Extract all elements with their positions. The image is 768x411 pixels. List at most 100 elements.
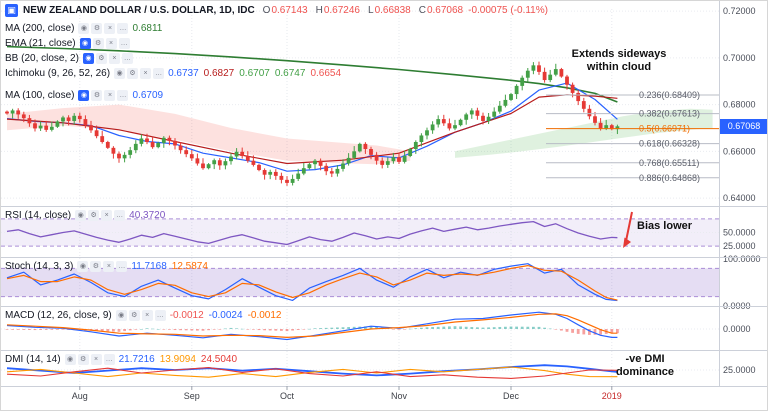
candle-body xyxy=(486,116,491,121)
indicator-value: 0.6811 xyxy=(132,23,163,34)
fib-level-label: 0.886(0.64868) xyxy=(639,173,700,183)
legend-ma-100[interactable]: MA (100, close) ◉ ⚙ × … 0.6709 xyxy=(5,88,341,103)
macd-hist-bar xyxy=(291,329,294,331)
minus-di-value: 24.5040 xyxy=(200,354,238,365)
more-icon[interactable]: … xyxy=(103,354,115,365)
candle-body xyxy=(324,165,329,172)
eye-icon[interactable]: ◉ xyxy=(82,53,94,64)
candle-body xyxy=(548,74,553,81)
gear-icon[interactable]: ⚙ xyxy=(90,261,102,272)
close-icon[interactable]: × xyxy=(140,68,152,79)
macd-hist-bar xyxy=(588,329,591,335)
candle-body xyxy=(609,125,614,130)
close-icon[interactable]: × xyxy=(104,23,116,34)
close-icon[interactable]: × xyxy=(101,210,113,221)
macd-hist-bar xyxy=(50,329,54,330)
candle-body xyxy=(537,65,541,72)
legend-bb-20[interactable]: BB (20, close, 2) ◉ ⚙ × … xyxy=(5,51,341,66)
gear-icon[interactable]: ⚙ xyxy=(88,210,100,221)
close-icon[interactable]: × xyxy=(141,310,153,321)
candle-body xyxy=(447,123,452,129)
eye-icon[interactable]: ◉ xyxy=(78,23,90,34)
more-icon[interactable]: … xyxy=(153,68,165,79)
candle-body xyxy=(475,110,480,116)
candle-body xyxy=(503,99,508,106)
time-axis-label[interactable]: Sep xyxy=(184,391,200,401)
more-icon[interactable]: … xyxy=(114,210,126,221)
candle-body xyxy=(128,150,133,155)
symbol-title[interactable]: NEW ZEALAND DOLLAR / U.S. DOLLAR, 1D, ID… xyxy=(23,5,255,16)
macd-hist-bar xyxy=(95,329,98,331)
eye-icon[interactable]: ◉ xyxy=(77,261,89,272)
macd-hist-bar xyxy=(190,329,194,331)
fib-level-label: 0.236(0.68409) xyxy=(639,90,700,100)
time-axis-label[interactable]: Oct xyxy=(280,391,295,401)
close-icon[interactable]: × xyxy=(105,38,117,49)
close-icon[interactable]: × xyxy=(104,90,116,101)
gear-icon[interactable]: ⚙ xyxy=(127,68,139,79)
candle-body xyxy=(184,150,189,155)
macd-hist-bar xyxy=(56,329,59,330)
macd-hist-bar xyxy=(257,329,261,331)
rsi-band xyxy=(1,218,719,247)
eye-icon[interactable]: ◉ xyxy=(75,210,87,221)
time-axis-label[interactable]: 2019 xyxy=(602,391,622,401)
time-axis-label[interactable]: Dec xyxy=(503,391,520,401)
price-axis-label: 50.0000 xyxy=(723,228,756,238)
more-icon[interactable]: … xyxy=(118,38,130,49)
more-icon[interactable]: … xyxy=(121,53,133,64)
legend-macd[interactable]: MACD (12, 26, close, 9) ◉ ⚙ × … -0.0012 … xyxy=(5,310,281,321)
gear-icon[interactable]: ⚙ xyxy=(91,23,103,34)
candle-body xyxy=(229,156,233,162)
gear-icon[interactable]: ⚙ xyxy=(128,310,140,321)
more-icon[interactable]: … xyxy=(154,310,166,321)
more-icon[interactable]: … xyxy=(117,90,129,101)
macd-hist-bar xyxy=(229,327,233,329)
eye-icon[interactable]: ◉ xyxy=(114,68,126,79)
ma-200-line xyxy=(6,45,618,103)
candle-body xyxy=(481,115,485,121)
macd-hist-bar xyxy=(128,329,132,331)
legend-ma-200[interactable]: MA (200, close) ◉ ⚙ × … 0.6811 xyxy=(5,21,341,36)
legend-ema-21[interactable]: EMA (21, close) ◉ ⚙ × … xyxy=(5,36,341,51)
macd-hist-bar xyxy=(571,329,574,333)
eye-icon[interactable]: ◉ xyxy=(79,38,91,49)
macd-hist-bar xyxy=(509,326,513,329)
more-icon[interactable]: … xyxy=(117,23,129,34)
candle-body xyxy=(425,130,429,136)
gear-icon[interactable]: ⚙ xyxy=(92,38,104,49)
symbol-icon[interactable]: ▣ xyxy=(5,4,18,17)
close-icon[interactable]: × xyxy=(103,261,115,272)
legend-dmi[interactable]: DMI (14, 14) ◉ ⚙ × … 21.7216 13.9094 24.… xyxy=(5,354,237,365)
legend-ichimoku[interactable]: Ichimoku (9, 26, 52, 26) ◉ ⚙ × … 0.6737 … xyxy=(5,66,341,81)
eye-icon[interactable]: ◉ xyxy=(64,354,76,365)
gear-icon[interactable]: ⚙ xyxy=(77,354,89,365)
time-axis-label[interactable]: Nov xyxy=(391,391,408,401)
candle-body xyxy=(436,119,441,125)
candle-body xyxy=(290,178,295,183)
gear-icon[interactable]: ⚙ xyxy=(95,53,107,64)
macd-hist-bar xyxy=(145,328,149,329)
candle-body xyxy=(441,119,446,124)
candle-body xyxy=(100,136,105,142)
indicator-label: Stoch (14, 3, 3) xyxy=(5,261,74,272)
eye-icon[interactable]: ◉ xyxy=(115,310,127,321)
close-label: C xyxy=(418,5,426,16)
legend-stoch[interactable]: Stoch (14, 3, 3) ◉ ⚙ × … 11.7168 12.5874 xyxy=(5,261,208,272)
eye-icon[interactable]: ◉ xyxy=(78,90,90,101)
candle-body xyxy=(520,77,525,86)
legend-rsi[interactable]: RSI (14, close) ◉ ⚙ × … 40.3720 xyxy=(5,210,165,221)
macd-hist-bar xyxy=(453,326,457,329)
close-icon[interactable]: × xyxy=(108,53,120,64)
close-icon[interactable]: × xyxy=(90,354,102,365)
time-axis-label[interactable]: Aug xyxy=(72,391,88,401)
low-label: L xyxy=(368,5,374,16)
candle-body xyxy=(374,154,379,161)
candle-body xyxy=(38,125,43,129)
more-icon[interactable]: … xyxy=(116,261,128,272)
candle-body xyxy=(150,141,155,148)
gear-icon[interactable]: ⚙ xyxy=(91,90,103,101)
macd-hist-bar xyxy=(100,329,104,332)
macd-hist-bar xyxy=(492,327,496,329)
